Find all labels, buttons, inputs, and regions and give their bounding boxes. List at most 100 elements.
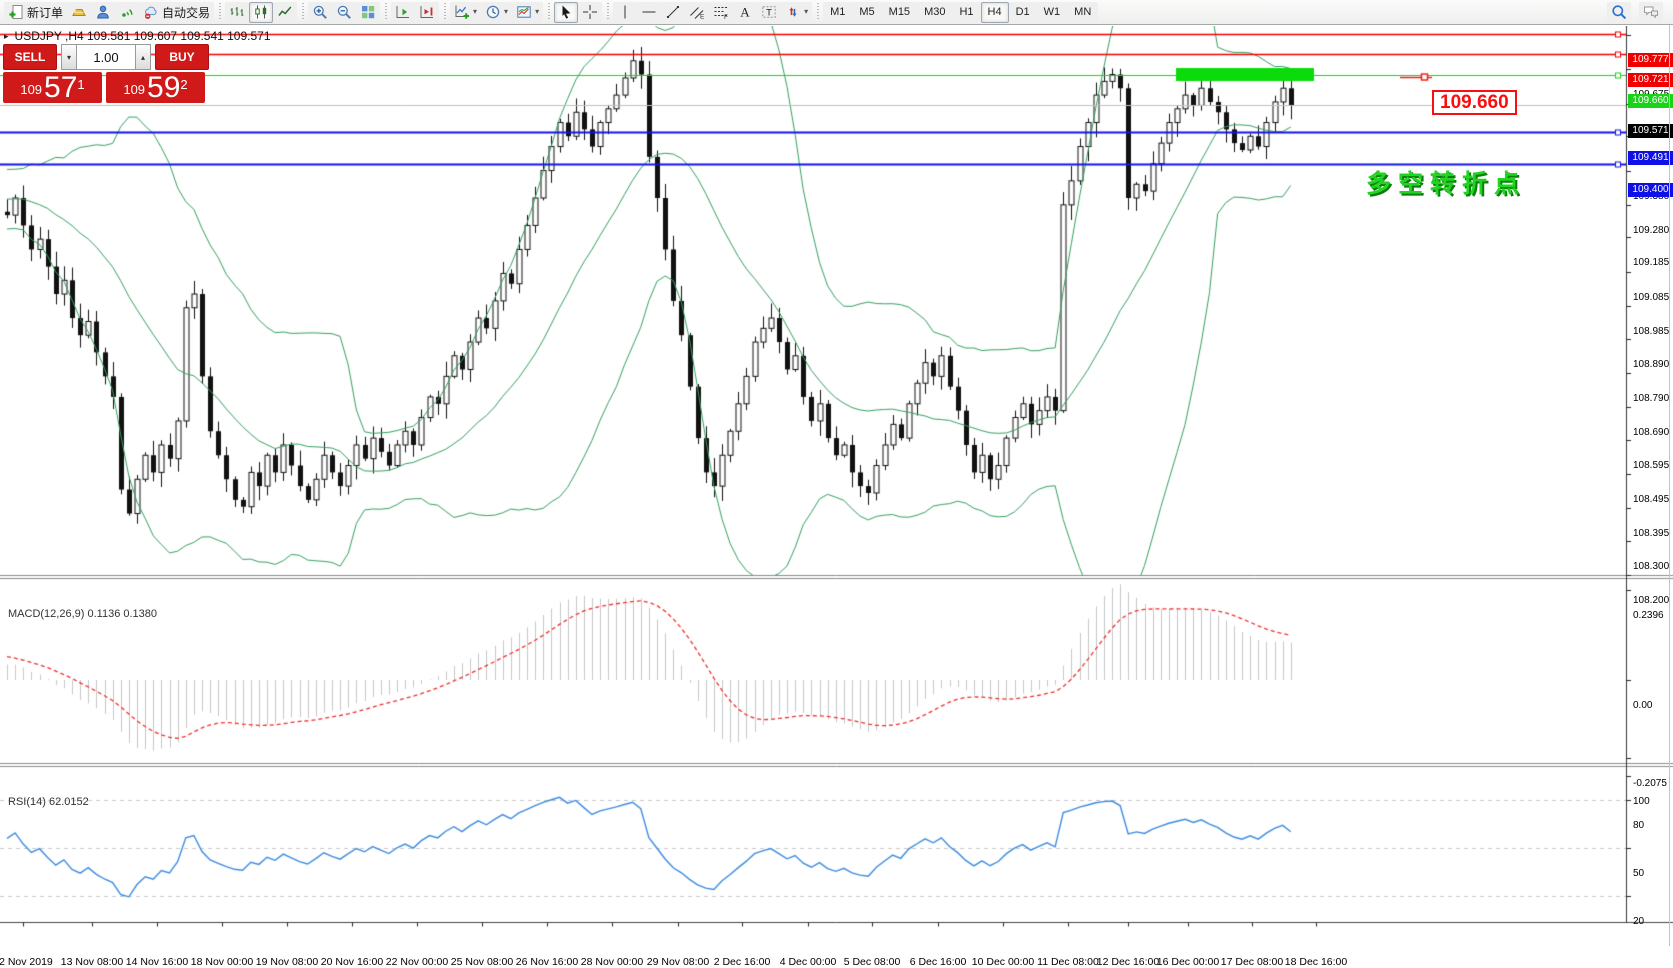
axis-tick-label: 80 xyxy=(1633,820,1645,831)
trendline-icon xyxy=(665,4,681,20)
navigator-button[interactable] xyxy=(91,1,116,23)
zoom-in-button[interactable] xyxy=(308,1,333,23)
arrows-icon xyxy=(785,4,801,20)
timeframe-m1-button[interactable]: M1 xyxy=(823,1,853,23)
one-click-trading-panel: SELL ▾ ▴ BUY 109 57 1 109 59 2 xyxy=(3,44,209,103)
time-axis-label: 12 Dec 16:00 xyxy=(1096,955,1160,968)
toolbar-grip xyxy=(217,3,223,21)
axis-tick-label: 108.595 xyxy=(1633,459,1670,471)
signals-button[interactable] xyxy=(115,1,140,23)
crosshair-button[interactable] xyxy=(578,1,603,23)
time-axis-label: 18 Nov 00:00 xyxy=(190,955,254,968)
cursor-button[interactable] xyxy=(554,1,579,23)
buy-price-pip: 2 xyxy=(180,77,188,92)
chart-shift-button[interactable] xyxy=(415,1,440,23)
horizontal-line-button[interactable] xyxy=(637,1,662,23)
templates-button[interactable]: ▾ xyxy=(512,1,544,23)
svg-text:A: A xyxy=(740,5,750,20)
timeframe-w1-button[interactable]: W1 xyxy=(1036,1,1068,23)
indicators-button[interactable]: ▾ xyxy=(450,1,482,23)
new-order-icon xyxy=(8,4,24,20)
text-button[interactable]: A xyxy=(733,1,758,23)
zoom-out-button[interactable] xyxy=(332,1,357,23)
axis-tick-label: 108.790 xyxy=(1633,392,1670,404)
trendline-button[interactable] xyxy=(661,1,686,23)
timeframe-h1-button[interactable]: H1 xyxy=(952,1,981,23)
periods-button[interactable]: ▾ xyxy=(481,1,513,23)
time-axis-label: 25 Nov 08:00 xyxy=(450,955,514,968)
search-button[interactable] xyxy=(1607,1,1631,23)
auto-trading-button[interactable]: 自动交易 xyxy=(139,1,215,23)
sell-button[interactable]: SELL xyxy=(3,44,57,70)
chat-button[interactable] xyxy=(1639,1,1663,23)
volume-stepper: ▾ ▴ xyxy=(61,44,151,70)
time-axis-label: 29 Nov 08:00 xyxy=(646,955,710,968)
zoom-in-icon xyxy=(312,4,328,20)
new-order-button[interactable]: 新订单 xyxy=(4,1,68,23)
bar-chart-button[interactable] xyxy=(225,1,250,23)
axis-tick-label: 0.2396 xyxy=(1633,609,1664,621)
volume-input[interactable] xyxy=(77,44,135,70)
axis-tick-label: 108.690 xyxy=(1633,427,1670,439)
arrows-button[interactable]: ▾ xyxy=(781,1,813,23)
sell-price[interactable]: 109 57 1 xyxy=(3,72,102,103)
templates-icon xyxy=(516,4,532,20)
market-watch-icon xyxy=(71,4,87,20)
sell-price-pip: 1 xyxy=(77,77,85,92)
timeframe-m15-button[interactable]: M15 xyxy=(881,1,918,23)
axis-tick-label: 108.890 xyxy=(1633,358,1670,370)
svg-text:T: T xyxy=(766,8,772,19)
vertical-line-button[interactable] xyxy=(613,1,638,23)
time-axis-label: 10 Dec 00:00 xyxy=(971,955,1035,968)
macd-indicator-label: MACD(12,26,9) 0.1136 0.1380 xyxy=(8,608,158,620)
sell-price-big: 109 xyxy=(20,82,43,97)
text-icon: A xyxy=(737,4,753,20)
price-tag: 109.660 xyxy=(1628,93,1673,108)
chart-canvas[interactable] xyxy=(0,26,1673,946)
chat-icon xyxy=(1643,4,1659,20)
text-label-icon: T xyxy=(761,4,777,20)
buy-price-big: 109 xyxy=(123,82,146,97)
text-label-button[interactable]: T xyxy=(757,1,782,23)
line-chart-button[interactable] xyxy=(273,1,298,23)
candlestick-chart-button[interactable] xyxy=(249,1,274,23)
svg-text:F: F xyxy=(724,14,728,20)
time-axis-label: 17 Dec 08:00 xyxy=(1220,955,1284,968)
toolbar-grip xyxy=(815,3,821,21)
buy-price[interactable]: 109 59 2 xyxy=(106,72,205,103)
dropdown-caret-icon: ▾ xyxy=(504,7,509,16)
auto-scroll-button[interactable] xyxy=(391,1,416,23)
timeframe-m5-button[interactable]: M5 xyxy=(852,1,882,23)
fibonacci-icon: F xyxy=(713,4,729,20)
buy-button[interactable]: BUY xyxy=(155,44,209,70)
time-axis-label: 22 Nov 00:00 xyxy=(385,955,449,968)
price-tag: 109.777 xyxy=(1628,53,1673,68)
timeframe-h4-button[interactable]: H4 xyxy=(980,1,1009,23)
price-tag: 109.400 xyxy=(1628,182,1673,197)
axis-tick-label: 50 xyxy=(1633,868,1645,879)
time-axis-label: 12 Nov 2019 xyxy=(0,955,53,968)
timeframe-m30-button[interactable]: M30 xyxy=(917,1,953,23)
timeframe-d1-button[interactable]: D1 xyxy=(1008,1,1037,23)
dropdown-caret-icon: ▾ xyxy=(473,7,478,16)
market-watch-button[interactable] xyxy=(67,1,92,23)
volume-decrease-button[interactable]: ▾ xyxy=(61,44,77,70)
equidistant-channel-button[interactable]: E xyxy=(685,1,710,23)
tile-windows-button[interactable] xyxy=(356,1,381,23)
zoom-out-icon xyxy=(336,4,352,20)
timeframe-mn-button[interactable]: MN xyxy=(1067,1,1099,23)
volume-increase-button[interactable]: ▴ xyxy=(135,44,151,70)
price-tag: 109.721 xyxy=(1628,72,1673,87)
axis-tick-label: 108.300 xyxy=(1633,561,1670,572)
line-chart-icon xyxy=(277,4,293,20)
fibonacci-button[interactable]: F xyxy=(709,1,734,23)
svg-text:E: E xyxy=(700,14,705,21)
chinese-annotation-text[interactable]: 多空转折点 xyxy=(1366,170,1527,198)
axis-tick-label: 109.185 xyxy=(1633,257,1670,269)
window-right-border xyxy=(1669,0,1670,946)
rsi-indicator-label: RSI(14) 62.0152 xyxy=(8,796,89,808)
expand-arrow-icon[interactable]: ▸ xyxy=(4,30,9,41)
axis-tick-label: -0.2075 xyxy=(1633,778,1667,790)
time-axis-label: 20 Nov 16:00 xyxy=(320,955,384,968)
price-callout-label[interactable]: 109.660 xyxy=(1432,89,1517,115)
